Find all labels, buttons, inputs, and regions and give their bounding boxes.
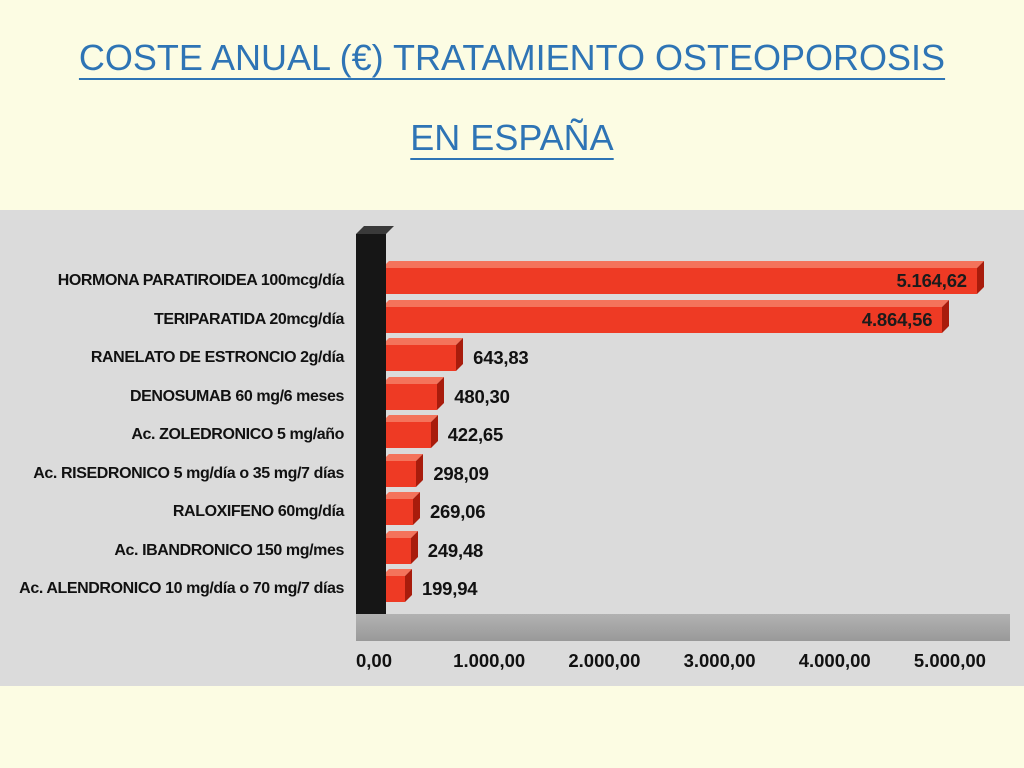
x-tick-label: 5.000,00 <box>913 650 986 671</box>
bar-area: 269,06 <box>382 493 1004 532</box>
bar: 4.864,56 <box>382 306 943 333</box>
x-axis-floor <box>356 614 1010 641</box>
value-label: 480,30 <box>454 385 510 407</box>
slide-title: COSTE ANUAL (€) TRATAMIENTO OSTEOPOROSIS… <box>0 18 1024 178</box>
chart-row: HORMONA PARATIROIDEA 100mcg/día 5.164,62 <box>0 262 1024 301</box>
slide-title-line-1: COSTE ANUAL (€) TRATAMIENTO OSTEOPOROSIS <box>78 37 946 78</box>
category-label: RALOXIFENO 60mg/día <box>172 503 345 521</box>
bar-area: 643,83 <box>382 339 1004 378</box>
bar: 249,48 <box>382 537 483 564</box>
x-tick-label: 0,00 <box>355 650 393 671</box>
category-label: Ac. IBANDRONICO 150 mg/mes <box>114 541 344 559</box>
bar-area: 422,65 <box>382 416 1004 455</box>
x-tick-label: 3.000,00 <box>683 650 756 671</box>
chart-row: RANELATO DE ESTRONCIO 2g/día 643,83 <box>0 339 1024 378</box>
chart-row: Ac. ALENDRONICO 10 mg/día o 70 mg/7 días… <box>0 570 1024 609</box>
category-label: Ac. ALENDRONICO 10 mg/día o 70 mg/7 días <box>19 580 344 598</box>
value-label: 643,83 <box>473 347 529 368</box>
bar-area: 298,09 <box>382 455 1004 494</box>
chart-row: Ac. RISEDRONICO 5 mg/día o 35 mg/7 días 2… <box>0 455 1024 494</box>
bar: 480,30 <box>382 383 510 410</box>
bar: 199,94 <box>382 576 478 602</box>
bar-area: 199,94 <box>382 570 1004 609</box>
value-label: 422,65 <box>447 424 504 445</box>
value-label: 249,48 <box>427 539 484 561</box>
chart-row: RALOXIFENO 60mg/día 269,06 <box>0 493 1024 532</box>
x-axis-ticks: 0,00 1.000,00 2.000,00 3.000,00 4.000,00 5.00… <box>356 650 996 674</box>
value-label: 5.164,62 <box>896 270 967 291</box>
category-label: Ac. ZOLEDRONICO 5 mg/año <box>131 426 344 444</box>
value-label: 4.864,56 <box>861 308 933 330</box>
category-label: TERIPARATIDA 20mcg/día <box>153 310 344 328</box>
chart-panel: HORMONA PARATIROIDEA 100mcg/día 5.164,62 T… <box>0 210 1024 686</box>
bar-area: 480,30 <box>382 378 1004 417</box>
bar: 5.164,62 <box>382 268 977 294</box>
chart-row: TERIPARATIDA 20mcg/día 4.864,56 <box>0 301 1024 340</box>
category-label: Ac. RISEDRONICO 5 mg/día o 35 mg/7 días <box>33 464 344 482</box>
x-tick-label: 4.000,00 <box>798 650 871 671</box>
bar: 422,65 <box>382 422 503 448</box>
bar-area: 249,48 <box>382 532 1004 571</box>
bar: 269,06 <box>382 499 486 525</box>
category-label: HORMONA PARATIROIDEA 100mcg/día <box>57 272 345 290</box>
x-tick-label: 2.000,00 <box>568 650 641 671</box>
category-label: RANELATO DE ESTRONCIO 2g/día <box>90 349 345 367</box>
chart-row: Ac. IBANDRONICO 150 mg/mes 249,48 <box>0 532 1024 571</box>
chart-row: Ac. ZOLEDRONICO 5 mg/año 422,65 <box>0 416 1024 455</box>
bar-area: 4.864,56 <box>382 301 1004 340</box>
value-label: 199,94 <box>422 578 478 599</box>
chart-rows: HORMONA PARATIROIDEA 100mcg/día 5.164,62 T… <box>0 262 1024 609</box>
slide-title-line-2: EN ESPAÑA <box>410 117 614 158</box>
x-tick-label: 1.000,00 <box>453 650 526 671</box>
value-label: 269,06 <box>429 501 486 522</box>
bar: 643,83 <box>382 345 529 371</box>
bar: 298,09 <box>382 460 489 487</box>
y-axis-3d-bar <box>356 234 386 614</box>
chart-row: DENOSUMAB 60 mg/6 meses 480,30 <box>0 378 1024 417</box>
bar-area: 5.164,62 <box>382 262 1004 301</box>
category-label: DENOSUMAB 60 mg/6 meses <box>130 387 344 405</box>
value-label: 298,09 <box>433 462 489 484</box>
